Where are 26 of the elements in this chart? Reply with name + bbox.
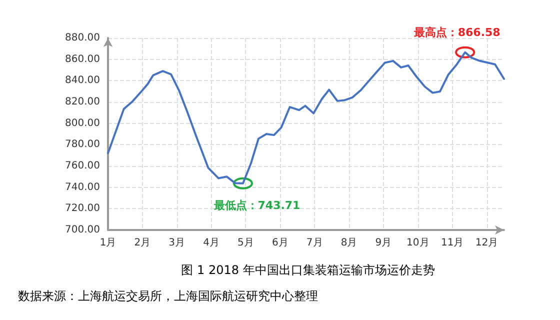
y-tick-label: 760.00	[65, 160, 100, 172]
caption: 图 1 2018 年中国出口集装箱运输市场运价走势	[181, 263, 435, 277]
x-tick-label: 5月	[238, 238, 254, 248]
x-tick-label: 4月	[203, 238, 220, 248]
y-tick-label: 780.00	[65, 139, 100, 150]
x-tick-label: 1月	[100, 238, 116, 248]
y-tick-label: 740.00	[65, 182, 100, 193]
annotation: 最高点：866.58	[412, 26, 500, 39]
x-tick-label: 10月	[406, 238, 430, 248]
y-tick-label: 880.00	[65, 32, 100, 44]
x-tick-label: 8月	[340, 238, 358, 248]
x-tick-label: 12月	[475, 238, 498, 248]
y-tick-label: 700.00	[65, 224, 100, 236]
y-tick-label: 800.00	[65, 118, 100, 129]
y-tick-label: 820.00	[65, 96, 100, 108]
y-tick-label: 840.00	[65, 75, 100, 86]
y-tick-label: 860.00	[65, 54, 100, 65]
x-tick-label: 2月	[134, 238, 151, 248]
x-tick-label: 9月	[375, 238, 392, 248]
x-tick-label: 6月	[272, 238, 288, 248]
annotation: 最低点：743.71	[212, 198, 300, 212]
x-tick-label: 11月	[440, 238, 464, 248]
source-note: 数据来源：上海航运交易所，上海国际航运研究中心整理	[18, 289, 318, 303]
x-tick-label: 7月	[306, 238, 323, 248]
x-tick-label: 3月	[168, 238, 186, 248]
y-tick-label: 720.00	[65, 203, 100, 214]
